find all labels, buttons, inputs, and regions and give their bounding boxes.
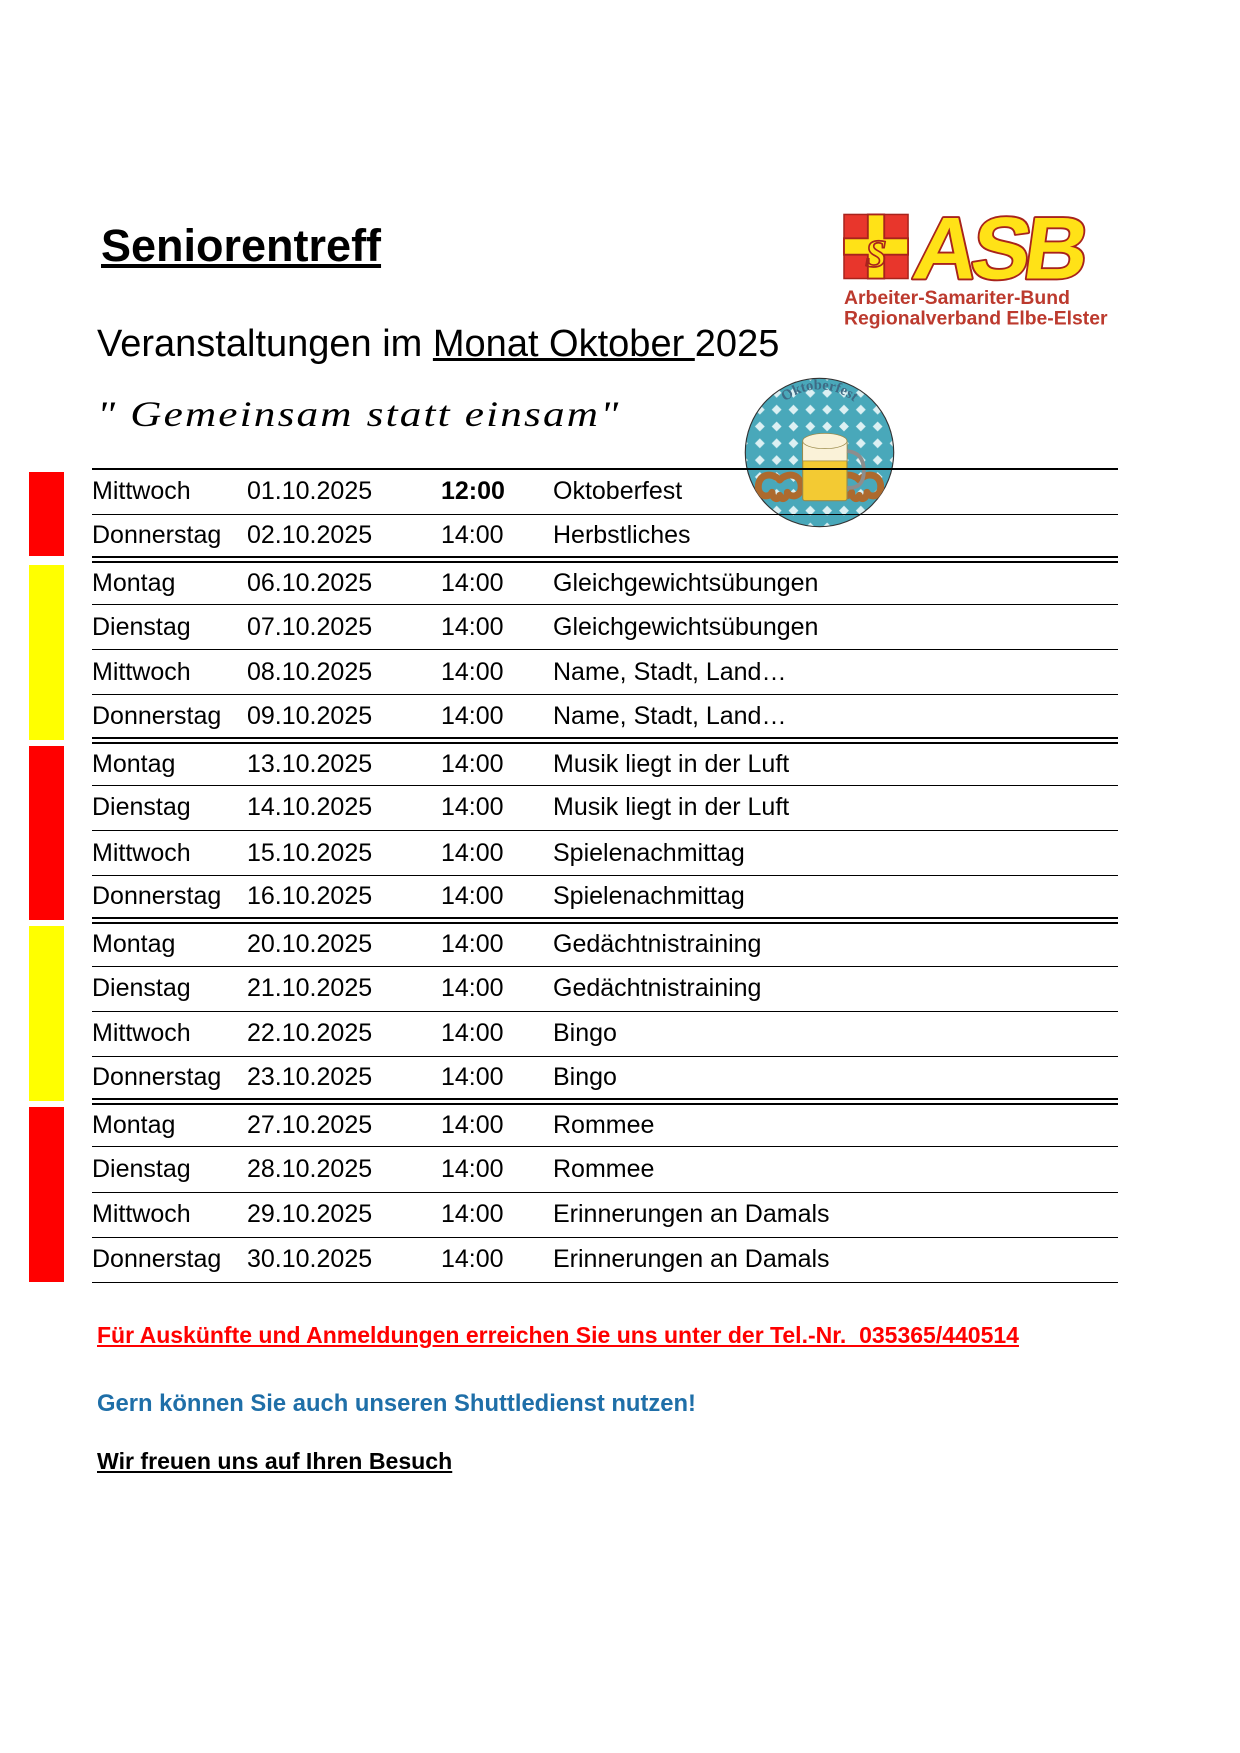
svg-text:Arbeiter-Samariter-Bund: Arbeiter-Samariter-Bund	[844, 287, 1070, 309]
svg-text:ASB: ASB	[908, 207, 1092, 297]
svg-text:S: S	[865, 233, 887, 276]
svg-text:Regionalverband Elbe-Elster: Regionalverband Elbe-Elster	[844, 308, 1108, 330]
